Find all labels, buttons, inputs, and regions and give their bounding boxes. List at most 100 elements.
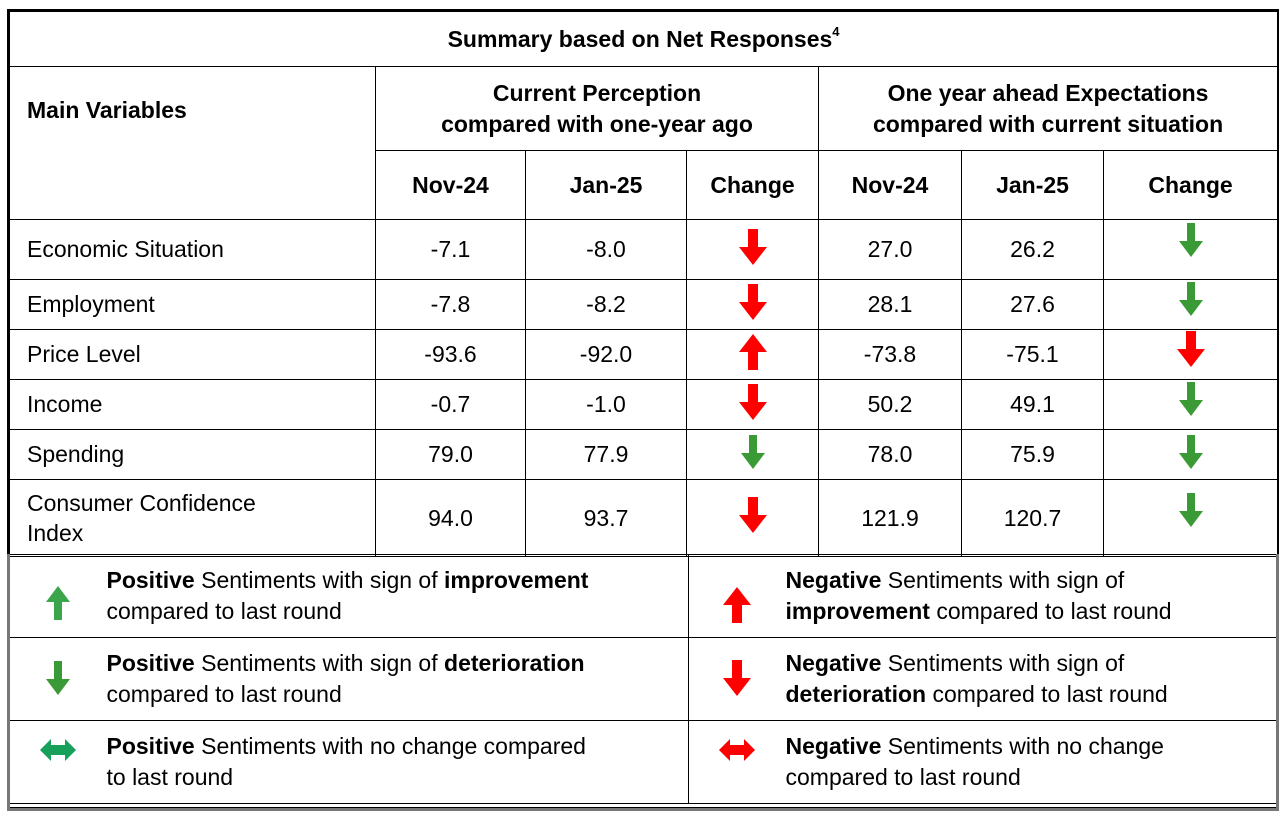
red-down-arrow-icon [723, 660, 752, 704]
row-label: Income [9, 379, 376, 430]
table-row: Employment -7.8 -8.2 28.1 27.6 [9, 279, 1279, 330]
row-label: Price Level [9, 329, 376, 380]
legend-icon-cell [9, 720, 107, 804]
table-row: Consumer Confidence Index 94.0 93.7 121.… [9, 479, 1279, 557]
legend-bold: deterioration [444, 650, 585, 676]
legend-icon-cell [688, 720, 786, 804]
title-footnote: 4 [832, 23, 840, 39]
teal-double-arrow-icon [40, 738, 77, 769]
cur-jan-value: -8.2 [525, 279, 687, 330]
green-down-arrow-icon [1178, 434, 1203, 475]
legend-text: Positive Sentiments with sign of improve… [106, 554, 689, 638]
red-down-arrow-icon [738, 496, 767, 540]
green-down-arrow-icon [1178, 492, 1203, 534]
green-down-arrow-icon [1178, 281, 1203, 322]
green-down-arrow-icon [740, 434, 765, 475]
table-row: Income -0.7 -1.0 50.2 49.1 [9, 379, 1279, 430]
legend-plain: compared to last round [926, 681, 1168, 707]
legend-text: Negative Sentiments with sign of improve… [785, 554, 1278, 638]
current-perception-header: Current Perception compared with one-yea… [375, 66, 819, 151]
col-header-exp-nov: Nov-24 [818, 150, 962, 220]
row-label-line1: Consumer Confidence [27, 490, 256, 516]
red-down-arrow-icon [738, 228, 767, 271]
exp-change-cell [1102, 219, 1279, 280]
legend-bold: Positive [106, 733, 195, 759]
legend-bold: improvement [785, 598, 930, 624]
col-header-cur-jan: Jan-25 [525, 150, 687, 220]
exp-jan-value: -75.1 [961, 329, 1104, 380]
cur-jan-value: 77.9 [525, 429, 687, 480]
cur-jan-value: -92.0 [525, 329, 687, 380]
cur-nov-value: -7.1 [375, 219, 526, 280]
legend-plain: compared to last round [106, 681, 342, 707]
cur-nov-value: -7.8 [375, 279, 526, 330]
legend-frame [7, 554, 1279, 811]
expectations-line2: compared with current situation [872, 110, 1224, 137]
legend-icon-cell [9, 554, 107, 638]
legend-bold: deterioration [785, 681, 927, 707]
exp-change-cell [1102, 279, 1279, 330]
row-label-line2: Index [27, 520, 84, 546]
green-up-arrow-icon [46, 586, 71, 628]
cur-nov-value: -93.6 [375, 329, 526, 380]
legend-plain: Sentiments with no change [881, 733, 1164, 759]
legend-row: Positive Sentiments with no change compa… [9, 720, 1278, 804]
legend-plain: Sentiments with no change compared [194, 733, 586, 759]
legend-plain: Sentiments with sign of [194, 567, 445, 593]
exp-jan-value: 120.7 [961, 479, 1104, 557]
title-text: Summary based on Net Responses [447, 25, 833, 52]
exp-jan-value: 49.1 [961, 379, 1104, 430]
expectations-line1: One year ahead Expectations [887, 79, 1209, 106]
legend-text: Negative Sentiments with no change compa… [785, 720, 1278, 804]
cur-change-cell [686, 429, 819, 480]
table-title: Summary based on Net Responses4 [8, 11, 1279, 67]
legend-bold: Negative [785, 650, 882, 676]
exp-nov-value: 27.0 [818, 219, 962, 280]
green-down-arrow-icon [46, 661, 71, 703]
red-up-arrow-icon [738, 333, 767, 376]
cur-nov-value: 94.0 [375, 479, 526, 557]
current-perception-line1: Current Perception [492, 79, 702, 106]
table-row: Economic Situation -7.1 -8.0 27.0 26.2 [9, 219, 1279, 280]
exp-nov-value: 78.0 [818, 429, 962, 480]
legend-text: Positive Sentiments with sign of deterio… [106, 637, 689, 721]
main-variables-header: Main Variables [9, 66, 376, 220]
red-down-arrow-icon [738, 283, 767, 326]
cur-jan-value: -1.0 [525, 379, 687, 430]
cur-change-cell [686, 379, 819, 430]
legend-plain: to last round [106, 764, 234, 790]
legend-bold: Negative [785, 567, 882, 593]
col-header-cur-change: Change [686, 150, 819, 220]
exp-change-cell [1102, 479, 1279, 557]
cur-change-cell [686, 219, 819, 280]
cur-jan-value: -8.0 [525, 219, 687, 280]
legend-icon-cell [9, 637, 107, 721]
cur-change-cell [686, 279, 819, 330]
legend-text: Positive Sentiments with no change compa… [106, 720, 689, 804]
expectations-header: One year ahead Expectations compared wit… [817, 66, 1279, 151]
exp-nov-value: -73.8 [818, 329, 962, 380]
red-down-arrow-icon [738, 383, 767, 426]
cur-jan-value: 93.7 [525, 479, 687, 557]
table-row: Price Level -93.6 -92.0 -73.8 -75.1 [9, 329, 1279, 380]
legend-plain: compared to last round [785, 764, 1021, 790]
table-row: Spending 79.0 77.9 78.0 75.9 [9, 429, 1279, 480]
col-header-cur-nov: Nov-24 [375, 150, 526, 220]
cur-nov-value: 79.0 [375, 429, 526, 480]
legend-bold: improvement [444, 567, 589, 593]
legend-plain: Sentiments with sign of [881, 650, 1125, 676]
exp-jan-value: 26.2 [961, 219, 1104, 280]
exp-jan-value: 27.6 [961, 279, 1104, 330]
cur-nov-value: -0.7 [375, 379, 526, 430]
green-down-arrow-icon [1178, 381, 1203, 422]
legend-plain: compared to last round [929, 598, 1172, 624]
exp-nov-value: 28.1 [818, 279, 962, 330]
main-variables-label: Main Variables [27, 97, 187, 123]
legend-row: Positive Sentiments with sign of deterio… [9, 637, 1278, 721]
row-label: Employment [9, 279, 376, 330]
row-label: Economic Situation [9, 219, 376, 280]
red-down-arrow-icon [1176, 330, 1205, 373]
legend-plain: compared to last round [106, 598, 342, 624]
legend-bold: Positive [106, 567, 195, 593]
exp-change-cell [1102, 329, 1279, 380]
